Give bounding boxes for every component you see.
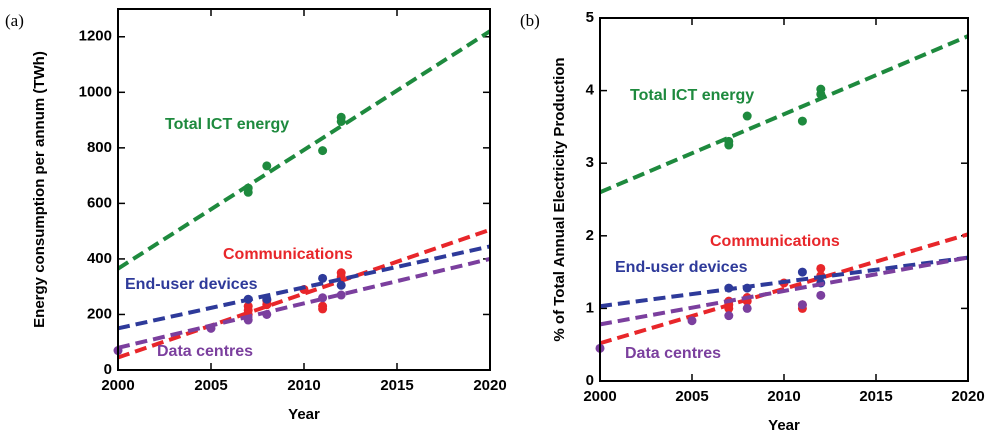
trend-line <box>117 244 491 331</box>
y-axis-label: % of Total Annual Electricity Production <box>551 57 568 341</box>
data-point <box>206 323 216 333</box>
trend-line <box>117 256 491 350</box>
data-point <box>243 183 253 193</box>
y-tick-label: 1 <box>586 299 594 316</box>
y-tick-label: 0 <box>104 361 112 378</box>
data-point <box>336 116 346 126</box>
plot-frame <box>599 17 969 382</box>
data-point <box>797 267 807 277</box>
data-point <box>742 303 752 313</box>
data-point <box>336 280 346 290</box>
y-tick-label: 1000 <box>79 83 112 100</box>
y-tick-label: 4 <box>586 82 595 99</box>
data-point <box>318 273 328 283</box>
series-label: Total ICT energy <box>630 87 754 104</box>
x-tick-label: 2005 <box>675 388 708 405</box>
data-point <box>724 311 734 321</box>
plot-frame <box>117 8 491 371</box>
data-point <box>816 290 826 300</box>
trend-line <box>599 232 969 346</box>
data-point <box>336 268 346 278</box>
x-tick-label: 2005 <box>194 377 227 394</box>
data-point <box>318 293 328 303</box>
data-point <box>724 283 734 293</box>
data-point <box>262 294 272 304</box>
data-point <box>318 146 328 156</box>
x-tick-label: 2015 <box>380 377 413 394</box>
panel-label: (a) <box>5 11 24 30</box>
x-tick-label: 2020 <box>473 377 506 394</box>
data-point <box>816 263 826 273</box>
data-point <box>243 301 253 311</box>
trend-line <box>599 255 969 309</box>
data-point <box>797 300 807 310</box>
data-point <box>816 89 826 99</box>
series-label: Data centres <box>625 345 721 362</box>
y-axis-label: Energy consumption per annum (TWh) <box>31 51 48 328</box>
data-point <box>262 309 272 319</box>
data-point <box>742 283 752 293</box>
data-point <box>336 290 346 300</box>
series-label: Communications <box>223 246 353 263</box>
x-axis-label: Year <box>768 417 800 434</box>
y-tick-label: 0 <box>586 372 594 389</box>
data-point <box>742 111 752 121</box>
y-tick-label: 3 <box>586 154 594 171</box>
data-point <box>687 316 697 326</box>
y-tick-label: 2 <box>586 227 594 244</box>
y-tick-label: 200 <box>87 305 112 322</box>
data-point <box>262 161 272 171</box>
data-point <box>724 136 734 146</box>
series-label: End-user devices <box>615 259 748 276</box>
data-point <box>797 116 807 126</box>
trend-line <box>599 34 969 195</box>
y-tick-label: 400 <box>87 250 112 267</box>
data-point <box>243 294 253 304</box>
x-tick-label: 2010 <box>287 377 320 394</box>
data-point <box>318 301 328 311</box>
trend-line <box>117 227 491 360</box>
trend-line <box>116 29 492 271</box>
y-tick-label: 5 <box>586 9 594 26</box>
x-tick-label: 2010 <box>767 388 800 405</box>
trend-line <box>599 255 969 327</box>
x-tick-label: 2000 <box>101 377 134 394</box>
panel-label: (b) <box>520 11 540 30</box>
series-label: End-user devices <box>125 276 258 293</box>
x-tick-label: 2015 <box>859 388 892 405</box>
data-point <box>243 315 253 325</box>
series-label: Data centres <box>157 343 253 360</box>
x-axis-label: Year <box>288 406 320 423</box>
series-label: Communications <box>710 233 840 250</box>
x-tick-label: 2000 <box>583 388 616 405</box>
x-tick-label: 2020 <box>951 388 984 405</box>
y-tick-label: 800 <box>87 139 112 156</box>
series-label: Total ICT energy <box>165 116 289 133</box>
y-tick-label: 1200 <box>79 28 112 45</box>
y-tick-label: 600 <box>87 194 112 211</box>
